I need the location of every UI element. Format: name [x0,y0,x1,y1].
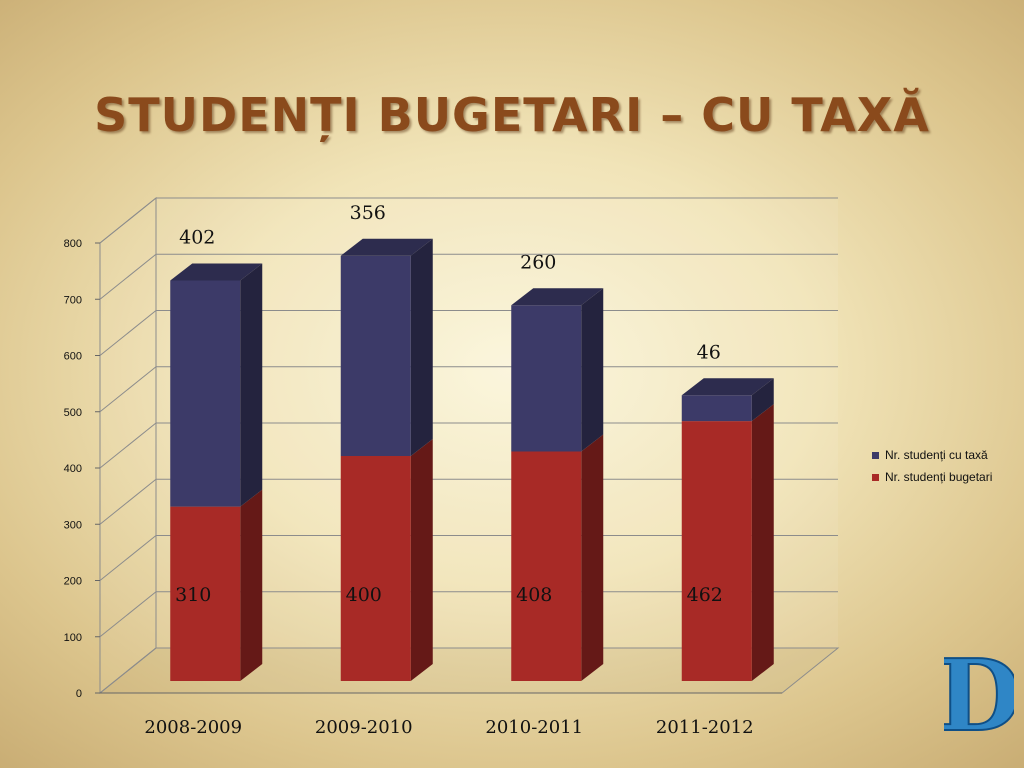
bar-side [240,263,263,507]
data-label: 356 [350,202,386,224]
university-logo: D [944,652,1014,738]
y-tick-label: 700 [64,294,82,306]
legend-label: Nr. studenți bugetari [885,470,993,484]
y-tick-label: 100 [64,632,82,644]
chart-legend: Nr. studenți cu taxă Nr. studenți bugetar… [872,444,992,488]
bar-segment [511,451,582,681]
legend-swatch [872,473,879,481]
legend-item: Nr. studenți cu taxă [872,444,992,466]
legend-swatch [872,451,879,459]
bar-side [581,434,604,681]
bar-segment [340,255,411,456]
data-label: 462 [687,584,723,606]
gridline-diagonal [99,197,157,244]
logo-letter: D [944,652,1014,738]
bar-side [410,238,433,456]
bar-segment [681,421,752,681]
gridline-diagonal [99,253,157,300]
bar-side [581,288,604,452]
bar-top [511,288,604,306]
category-label: 2011-2012 [656,717,754,738]
bar-side [240,489,263,681]
gridline-diagonal [99,366,157,413]
bar-side [751,378,774,422]
y-tick-label: 400 [64,463,82,475]
category-label: 2010-2011 [485,717,583,738]
y-tick-label: 200 [64,576,82,588]
gridline-diagonal [99,310,157,356]
legend-label: Nr. studenți cu taxă [885,448,988,462]
data-label: 260 [520,251,556,273]
bar-segment [511,305,582,452]
bar-top [681,378,774,396]
data-label: 46 [697,341,721,363]
y-tick-label: 0 [76,688,82,700]
bar-segment [170,280,241,507]
bar-top [340,238,433,256]
bar-side [410,439,433,681]
y-tick-label: 300 [64,519,82,531]
gridline-diagonal [99,535,157,581]
bar-side [751,404,774,681]
data-label: 400 [346,584,382,606]
bar-top [170,263,263,281]
category-label: 2008-2009 [144,717,242,738]
y-tick-label: 600 [64,351,82,363]
slide-title: STUDENȚI BUGETARI – CU TAXĂ [94,88,930,142]
category-label: 2009-2010 [315,717,413,738]
data-label: 402 [179,227,215,249]
y-tick-label: 800 [64,238,82,250]
bar-segment [681,395,752,422]
gridline-diagonal [99,647,157,694]
bar-segment [170,506,241,681]
data-label: 310 [175,584,211,606]
data-label: 408 [516,584,552,606]
gridline-diagonal [99,422,157,469]
y-tick-label: 500 [64,407,82,419]
legend-item: Nr. studenți bugetari [872,466,992,488]
gridline-diagonal [99,591,157,638]
bar-segment [340,456,411,681]
gridline-diagonal [99,478,157,525]
